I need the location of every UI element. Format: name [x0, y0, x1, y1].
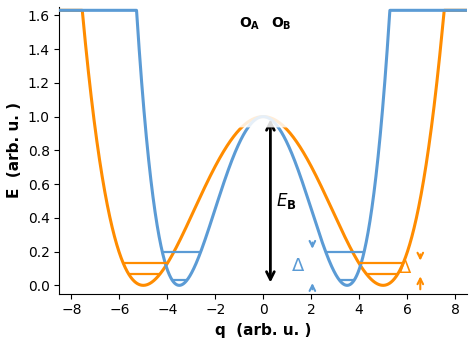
Text: $\mathbf{O_A}$: $\mathbf{O_A}$ [239, 16, 261, 32]
Text: $\mathit{E}_\mathbf{B}$: $\mathit{E}_\mathbf{B}$ [276, 191, 297, 211]
Text: $\Delta$: $\Delta$ [398, 259, 412, 277]
Y-axis label: E  (arb. u. ): E (arb. u. ) [7, 102, 22, 198]
Text: $\mathbf{O_B}$: $\mathbf{O_B}$ [271, 16, 292, 32]
Text: $\mathbf{O_B}$: $\mathbf{O_B}$ [271, 16, 292, 32]
FancyBboxPatch shape [202, 7, 374, 127]
X-axis label: q  (arb. u. ): q (arb. u. ) [215, 323, 311, 338]
Text: $\Delta$: $\Delta$ [291, 257, 305, 275]
Text: $\mathbf{O_A}$: $\mathbf{O_A}$ [239, 16, 261, 32]
